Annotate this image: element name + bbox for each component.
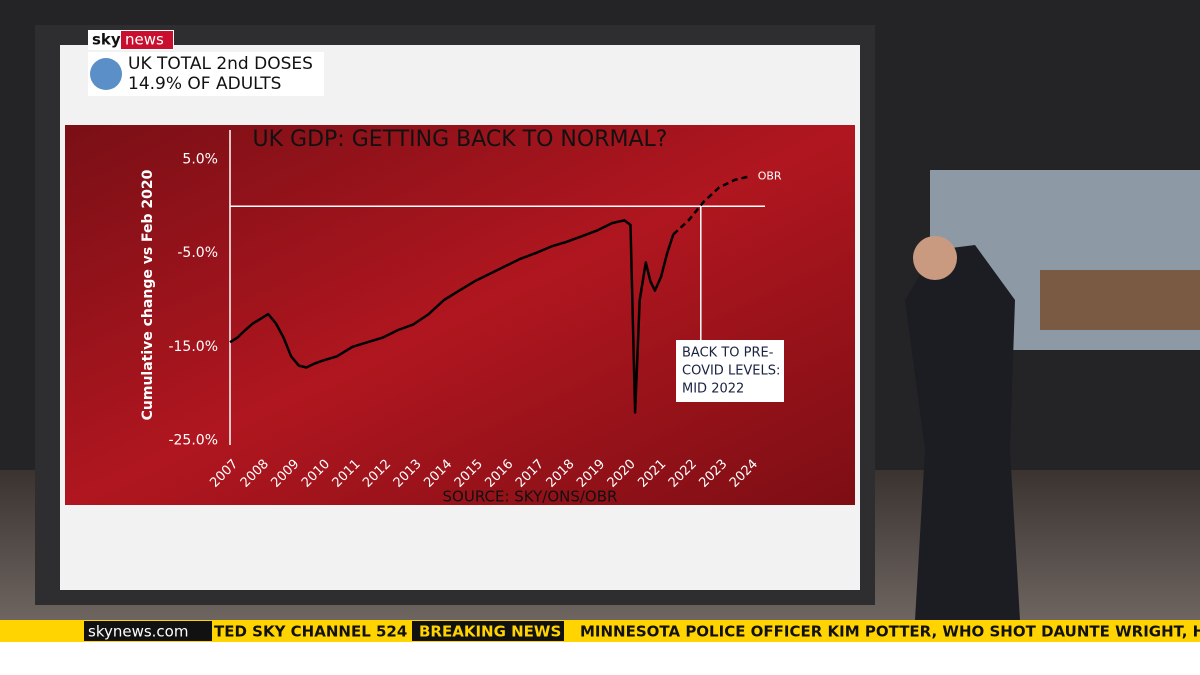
- ticker-text: TED SKY CHANNEL 524: [214, 623, 407, 641]
- y-tick-label: -5.0%: [177, 245, 218, 261]
- ticker-bar: [0, 620, 1200, 642]
- y-axis-label: Cumulative change vs Feb 2020: [140, 169, 156, 420]
- y-tick-label: -15.0%: [168, 339, 218, 355]
- ticker-headline: MINNESOTA POLICE OFFICER KIM POTTER, WHO…: [580, 623, 1200, 641]
- annotation-box: [676, 340, 784, 402]
- presenter: [905, 245, 1020, 620]
- series-label: OBR: [758, 169, 782, 182]
- presenter-head: [913, 236, 957, 280]
- source: SOURCE: SKY/ONS/OBR: [443, 488, 618, 506]
- logo-news-box: [121, 31, 173, 49]
- chart-panel: [65, 125, 855, 505]
- y-tick-label: 5.0%: [182, 151, 218, 167]
- ticker-flag: BREAKING NEWS: [419, 623, 561, 641]
- annotation-text: BACK TO PRE-: [682, 346, 774, 361]
- strap-line: 14.9% OF ADULTS: [128, 74, 281, 94]
- annotation-text: MID 2022: [682, 382, 744, 397]
- chart-title: UK GDP: GETTING BACK TO NORMAL?: [253, 127, 668, 152]
- ticker-site-box: [84, 621, 212, 641]
- data-line: [229, 219, 675, 414]
- logo-sky: sky: [92, 31, 121, 49]
- data-line: [672, 175, 750, 236]
- strap-line: UK TOTAL 2nd DOSES: [128, 54, 313, 74]
- ticker-flag-box: [412, 621, 564, 641]
- annotation-text: COVID LEVELS:: [682, 364, 780, 379]
- port-containers: [1040, 270, 1200, 330]
- y-tick-label: -25.0%: [168, 433, 218, 449]
- logo-news: news: [125, 31, 164, 49]
- ticker-base: [0, 642, 1200, 675]
- ticker-site: skynews.com: [88, 623, 188, 641]
- globe-icon: [90, 58, 122, 90]
- strap-box: [88, 52, 324, 96]
